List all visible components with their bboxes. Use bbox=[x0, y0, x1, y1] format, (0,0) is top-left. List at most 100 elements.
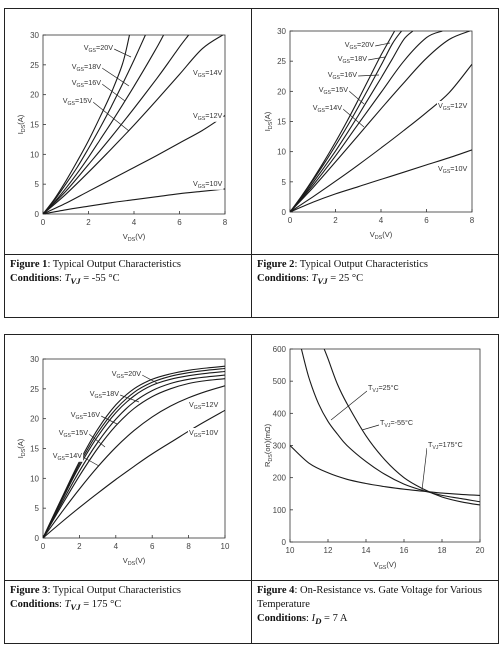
figure-4-label-leader bbox=[330, 390, 368, 421]
figure-3-label-leader bbox=[141, 374, 158, 384]
figure-1-label-bg bbox=[82, 43, 115, 54]
figure-2-label-bg bbox=[311, 103, 344, 114]
figure-1-label-leader bbox=[101, 83, 126, 102]
figure-3-y-tick-label: 5 bbox=[35, 504, 40, 513]
figure-3-conditions-value: = 175 °C bbox=[83, 599, 122, 610]
figure-2-series-label: VGS=14V bbox=[313, 103, 342, 114]
figure-2-conditions-label: Conditions bbox=[257, 273, 307, 284]
figure-1-x-tick-label: 2 bbox=[86, 218, 91, 227]
figure-4-series-label: TVJ=175°C bbox=[428, 440, 463, 451]
figure-4-x-tick-label: 20 bbox=[476, 546, 485, 555]
figure-1-y-tick-label: 0 bbox=[35, 210, 40, 219]
figure-3-x-tick-label: 10 bbox=[221, 542, 230, 551]
figure-1-conditions-value: = -55 °C bbox=[83, 273, 120, 284]
figure-3-chart: 0 2 4 6 8 10 0 5 10 15 20 25 30 VDS(V) IDS(A) VGS=20V VG… bbox=[16, 355, 230, 567]
figure-4-plot-area: 10 12 14 16 18 20 0 100 200 300 400 500 600 VGS(V) RDS… bbox=[252, 335, 498, 581]
figure-1-panel: 0 2 4 6 8 0 5 10 15 20 25 30 VDS(V) IDS(A) VGS=20V VGS=… bbox=[4, 8, 252, 318]
figure-1-series-label: VGS=12V bbox=[193, 111, 222, 122]
figure-2-series-label: VGS=12V bbox=[438, 101, 467, 112]
figure-2-y-tick-label: 25 bbox=[277, 57, 286, 66]
figure-4-label-bg bbox=[367, 383, 400, 394]
figure-2-title: Typical Output Characteristics bbox=[299, 259, 428, 270]
figure-3-series-label: VGS=18V bbox=[90, 389, 119, 400]
figure-2-y-tick-label: 30 bbox=[277, 27, 286, 36]
figure-3-y-tick-label: 20 bbox=[30, 415, 39, 424]
figure-4-series-line-tvj-175-c bbox=[290, 445, 480, 496]
figure-1-label-bg bbox=[192, 111, 224, 122]
figure-4-y-tick-label: 300 bbox=[273, 442, 287, 451]
figure-4-title: On-Resistance vs. Gate Voltage for Vario… bbox=[257, 585, 482, 610]
figure-2-series-label: VGS=16V bbox=[328, 70, 357, 81]
figure-2-caption: Figure 2: Typical Output Characteristics… bbox=[257, 259, 428, 287]
figure-1-conditions-sub: VJ bbox=[70, 276, 81, 287]
figure-1-label-bg bbox=[61, 96, 94, 107]
figure-4-x-tick-label: 12 bbox=[324, 546, 333, 555]
figure-2-conditions-value: = 25 °C bbox=[330, 273, 364, 284]
figure-1-x-tick-label: 0 bbox=[41, 218, 46, 227]
figure-2-chart: 0 2 4 6 8 0 5 10 15 20 25 30 VDS(V) IDS(A) VGS=20V VGS=… bbox=[263, 27, 475, 241]
figure-2-plot-area: 0 2 4 6 8 0 5 10 15 20 25 30 VDS(V) IDS(A) VGS=20V VGS=… bbox=[252, 9, 498, 255]
figure-3-label-bg bbox=[188, 428, 220, 439]
figure-1-y-tick-label: 25 bbox=[30, 61, 39, 70]
figure-3-series-label: VGS=14V bbox=[53, 451, 82, 462]
figure-3-series-line-vgs-14v bbox=[43, 378, 225, 538]
figure-1-y-axis-title: IDS(A) bbox=[16, 114, 27, 134]
figure-2-series-label: VGS=18V bbox=[338, 54, 367, 65]
figure-1-series-line-vgs-15v bbox=[43, 35, 190, 214]
figure-1-y-tick-label: 5 bbox=[35, 180, 40, 189]
figure-2-x-tick-label: 2 bbox=[333, 216, 338, 225]
figure-4-caption: Figure 4: On-Resistance vs. Gate Voltage… bbox=[257, 585, 482, 627]
figure-2-series-label: VGS=20V bbox=[345, 40, 374, 51]
figure-1-series-label: VGS=14V bbox=[193, 68, 222, 79]
figure-4-series-label: TVJ=25°C bbox=[368, 383, 399, 394]
figure-4-y-axis-title: RDS(on)(mΩ) bbox=[263, 423, 274, 467]
figure-3-x-tick-label: 2 bbox=[77, 542, 82, 551]
figure-3-title: Typical Output Characteristics bbox=[52, 585, 181, 596]
figure-4-conditions-value: = 7 A bbox=[324, 613, 348, 624]
figure-4-x-tick-label: 10 bbox=[286, 546, 295, 555]
figure-3-series-line-vgs-16v bbox=[43, 370, 225, 538]
figure-3-y-tick-label: 30 bbox=[30, 355, 39, 364]
figure-4-conditions-symbol: I bbox=[311, 613, 316, 624]
figure-1-chart: 0 2 4 6 8 0 5 10 15 20 25 30 VDS(V) IDS(A) VGS=20V VGS=… bbox=[16, 31, 228, 243]
figure-1-label-bg bbox=[192, 179, 224, 190]
figure-2-y-tick-label: 15 bbox=[277, 118, 286, 127]
figure-3-caption: Figure 3: Typical Output Characteristics… bbox=[10, 585, 181, 613]
figure-4-conditions-sub: D bbox=[315, 616, 322, 627]
figure-3-series-label: VGS=15V bbox=[59, 428, 88, 439]
figure-4-y-tick-label: 400 bbox=[273, 409, 287, 418]
figure-4-y-tick-label: 100 bbox=[273, 506, 287, 515]
figure-1-label-leader bbox=[101, 67, 130, 87]
figure-1-series-label: VGS=20V bbox=[84, 43, 113, 54]
figure-1-series-label: VGS=16V bbox=[72, 78, 101, 89]
figure-1-series-label: VGS=18V bbox=[72, 62, 101, 73]
figure-1-plot-area: 0 2 4 6 8 0 5 10 15 20 25 30 VDS(V) IDS(A) VGS=20V VGS=… bbox=[5, 9, 251, 255]
figure-2-plot-frame bbox=[289, 30, 473, 213]
figure-2-conditions-sub: VJ bbox=[317, 276, 328, 287]
figure-3-plot-frame bbox=[42, 358, 226, 539]
figure-4-label-leader bbox=[361, 424, 380, 431]
figure-1-series-line-vgs-14v bbox=[43, 35, 224, 214]
figure-4-label-leader bbox=[421, 447, 428, 491]
figure-1-label-bg bbox=[70, 62, 103, 73]
figure-1-caption: Figure 1: Typical Output Characteristics… bbox=[10, 259, 181, 287]
figure-3-label-bg bbox=[57, 428, 90, 439]
figure-2-y-tick-label: 0 bbox=[282, 208, 287, 217]
figure-2-x-tick-label: 6 bbox=[424, 216, 429, 225]
figure-1-x-tick-label: 8 bbox=[223, 218, 228, 227]
figure-4-series-label: TVJ=-55°C bbox=[380, 418, 413, 429]
figure-1-title: Typical Output Characteristics bbox=[52, 259, 181, 270]
figure-2-label-leader bbox=[348, 90, 365, 105]
figure-4-x-tick-label: 14 bbox=[362, 546, 371, 555]
figure-4-chart: 10 12 14 16 18 200100200300400500600VGS(V)RDS… bbox=[263, 345, 485, 571]
figure-3-x-tick-label: 0 bbox=[41, 542, 46, 551]
figure-1-y-tick-label: 15 bbox=[30, 121, 39, 130]
figure-3-label-leader bbox=[119, 394, 140, 403]
figure-1-label-leader bbox=[113, 48, 132, 58]
figure-4-label-bg bbox=[427, 440, 464, 451]
figure-2-series-line-vgs-14v bbox=[290, 31, 470, 212]
figure-3-label-bg bbox=[51, 451, 84, 462]
figure-4-series-line-tvj-25-c bbox=[300, 349, 480, 503]
figure-1-series-line-vgs-12v bbox=[43, 115, 225, 214]
figure-3-x-tick-label: 8 bbox=[186, 542, 191, 551]
